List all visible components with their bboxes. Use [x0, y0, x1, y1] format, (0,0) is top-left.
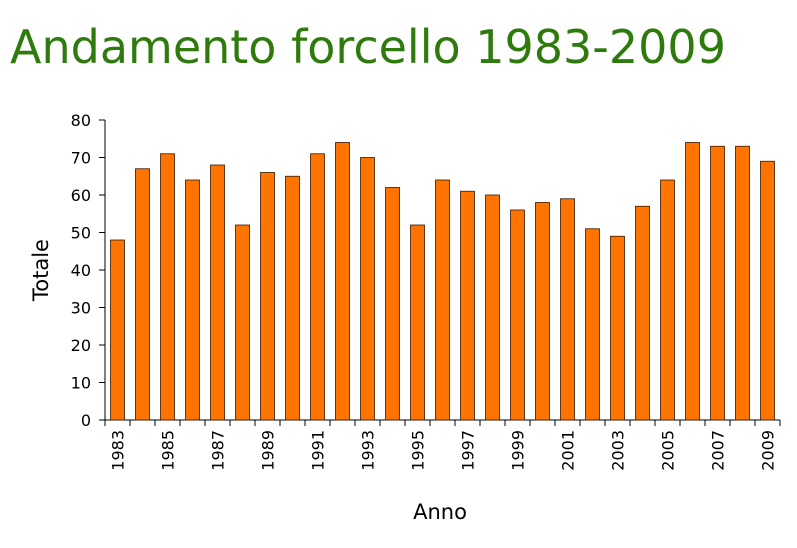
y-tick-label: 80: [71, 111, 91, 130]
bar: [585, 228, 600, 421]
chart-title: Andamento forcello 1983-2009: [10, 20, 726, 74]
y-tick-label: 0: [81, 411, 91, 430]
x-tick-label: 2009: [759, 430, 778, 471]
bar: [485, 194, 500, 421]
bar: [510, 209, 525, 421]
bar: [685, 142, 700, 421]
bar: [335, 142, 350, 421]
bar: [210, 164, 225, 421]
bar: [710, 145, 725, 421]
bar: [385, 187, 400, 421]
y-tick-label: 40: [71, 261, 91, 280]
bar: [435, 179, 450, 421]
y-tick-label: 60: [71, 186, 91, 205]
x-tick-label: 1983: [109, 430, 128, 471]
y-tick-label: 20: [71, 336, 91, 355]
x-tick-label: 1987: [209, 430, 228, 471]
bar: [760, 160, 775, 421]
bar: [535, 202, 550, 421]
y-tick-label: 50: [71, 224, 91, 243]
x-tick-label: 1997: [459, 430, 478, 471]
bar: [635, 205, 650, 421]
x-tick-label: 2003: [609, 430, 628, 471]
bar: [260, 172, 275, 421]
bar: [610, 235, 625, 421]
x-tick-label: 1999: [509, 430, 528, 471]
y-tick-label: 70: [71, 149, 91, 168]
x-axis-title: Anno: [413, 500, 467, 524]
y-tick-label: 10: [71, 374, 91, 393]
x-tick-label: 2007: [709, 430, 728, 471]
bar: [560, 198, 575, 421]
x-tick-label: 1985: [159, 430, 178, 471]
bar: [110, 239, 125, 421]
bar: [360, 157, 375, 421]
x-tick-label: 1995: [409, 430, 428, 471]
x-tick-label: 1993: [359, 430, 378, 471]
bar: [735, 145, 750, 421]
bar: [235, 224, 250, 421]
bar: [285, 175, 300, 421]
bar: [460, 190, 475, 421]
bar: [185, 179, 200, 421]
x-tick-label: 1989: [259, 430, 278, 471]
bar: [135, 168, 150, 421]
x-tick-label: 1991: [309, 430, 328, 471]
x-tick-label: 2001: [559, 430, 578, 471]
bar: [160, 153, 175, 421]
bar: [410, 224, 425, 421]
bar: [660, 179, 675, 421]
bar: [310, 153, 325, 421]
y-tick-label: 30: [71, 299, 91, 318]
y-axis-title: Totale: [29, 239, 53, 302]
x-tick-label: 2005: [659, 430, 678, 471]
